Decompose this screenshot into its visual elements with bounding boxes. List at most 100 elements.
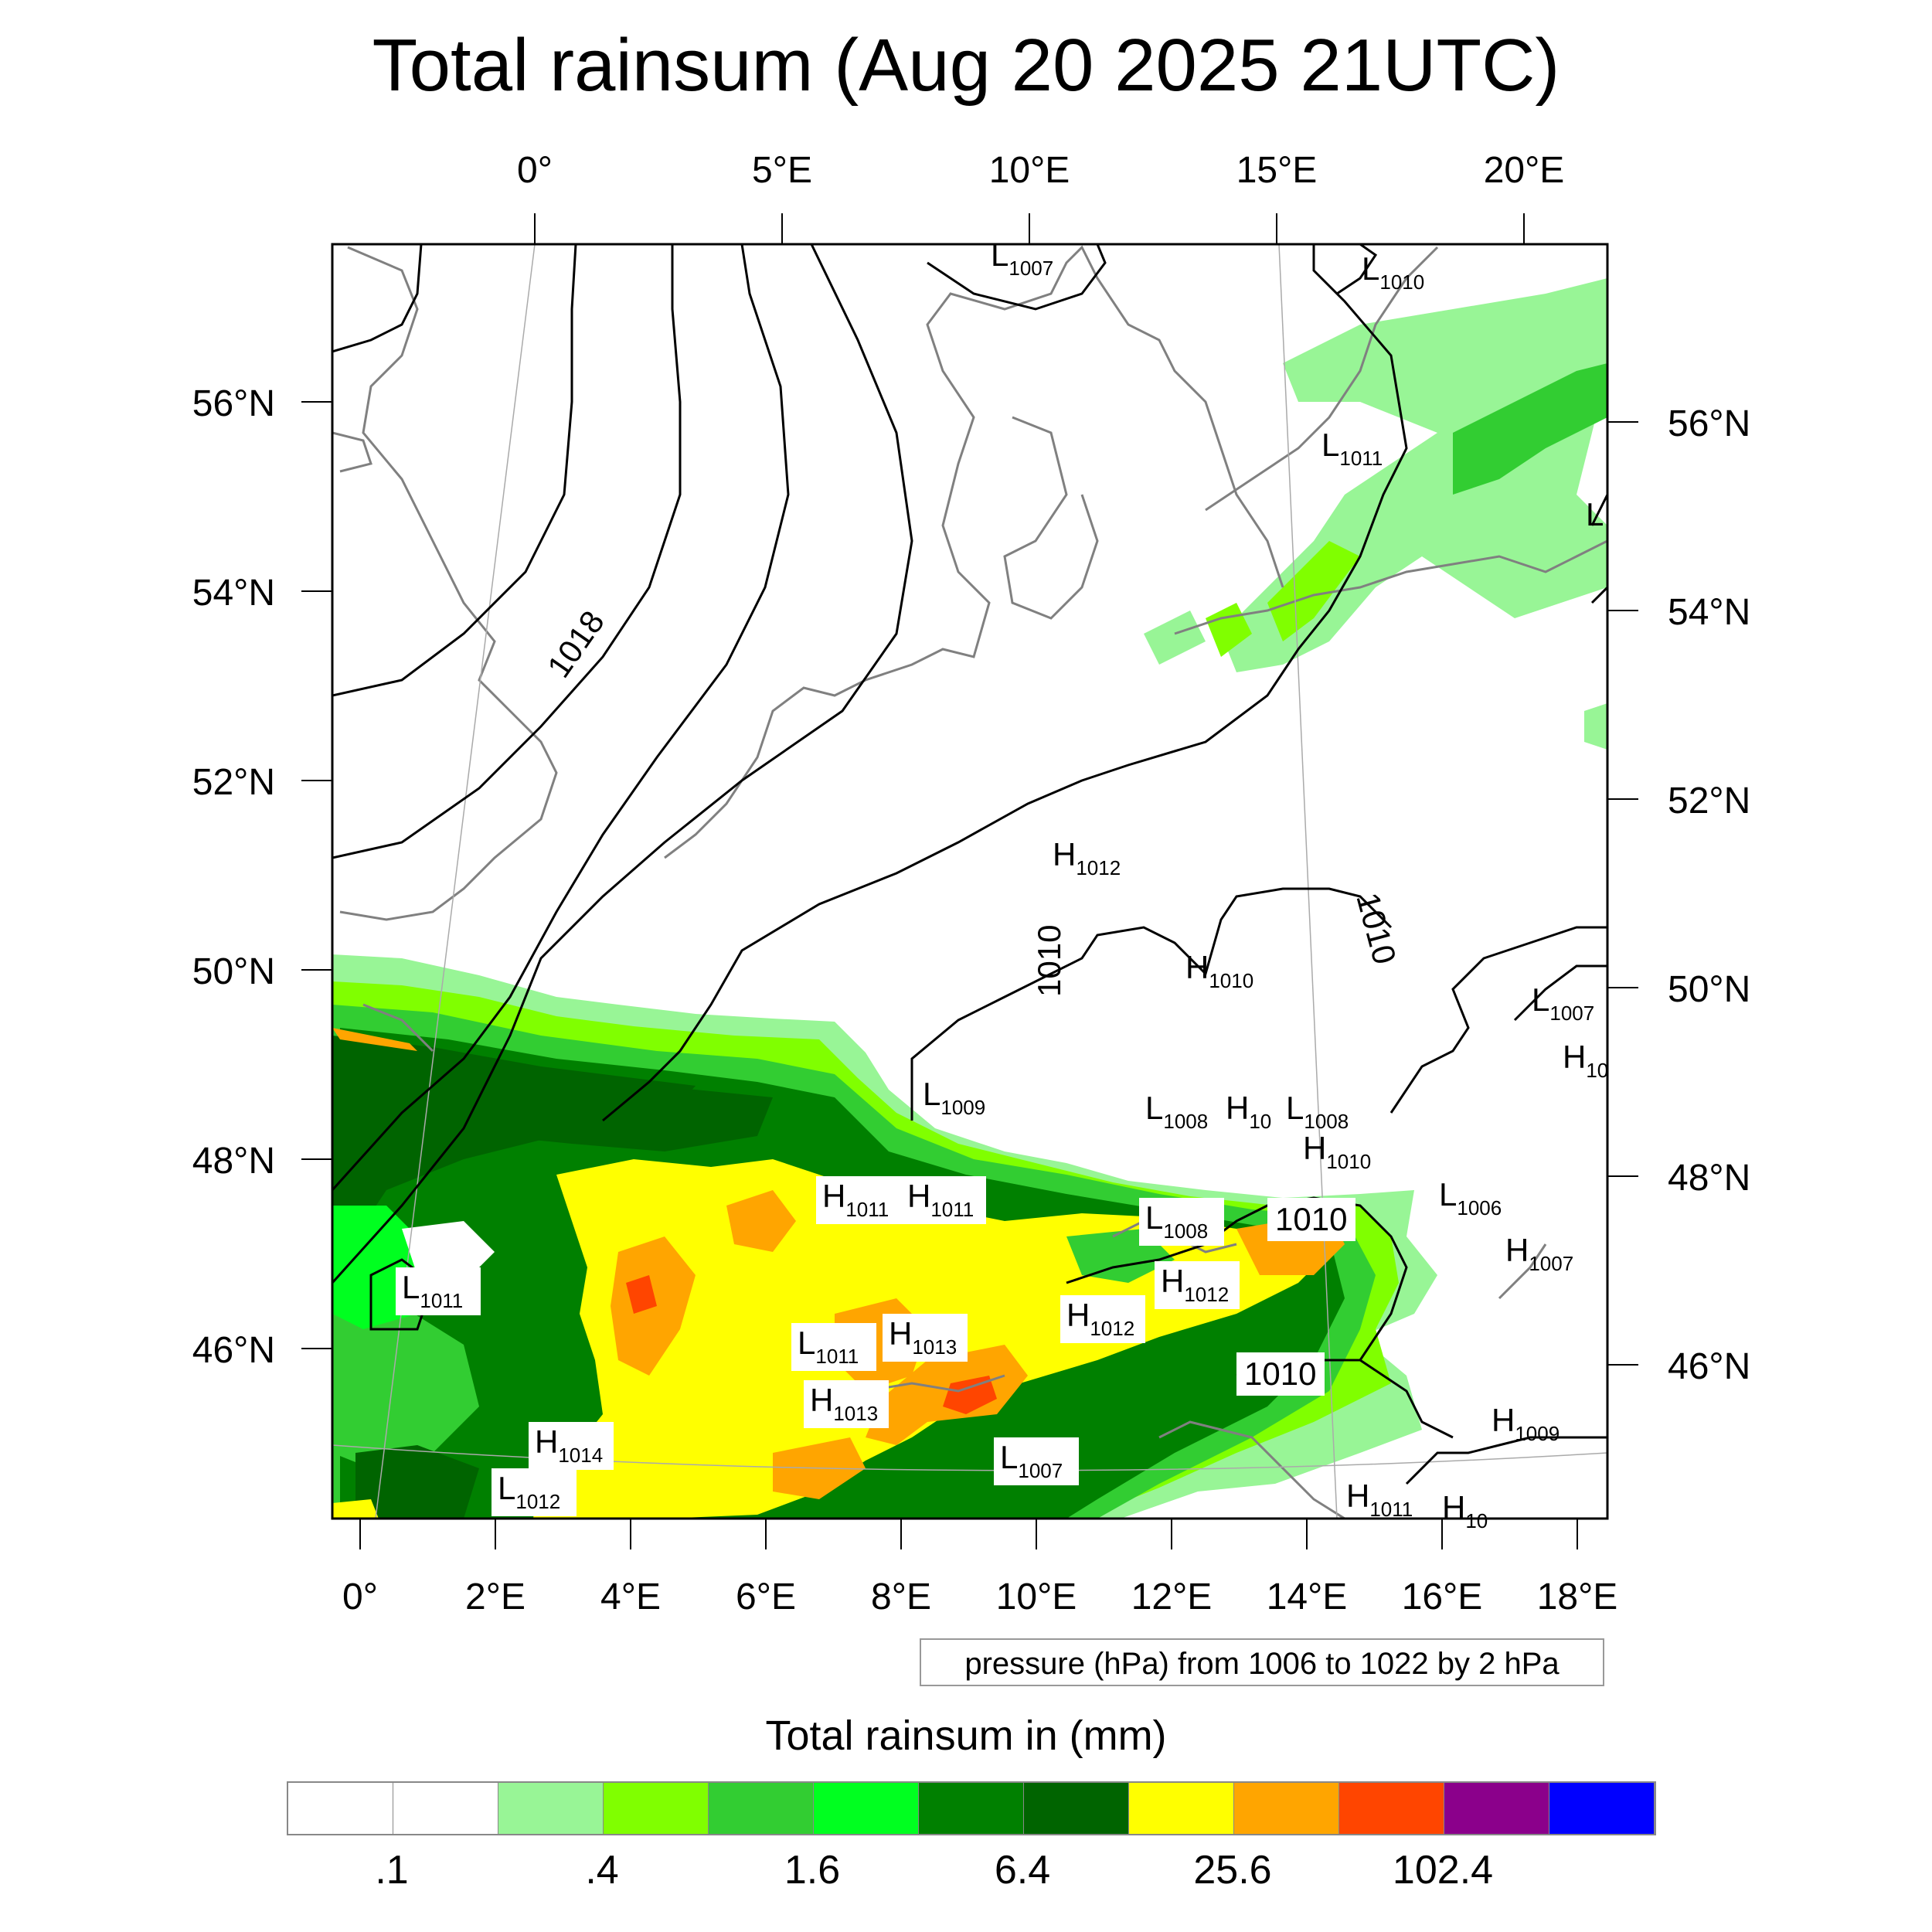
svg-text:L1007: L1007 [991,236,1053,280]
coastlines [332,245,1607,1519]
svg-text:H10: H10 [1563,1039,1608,1082]
lon-label: 0° [517,150,553,191]
colorbar-tick-label: .4 [585,1848,619,1893]
lat-label: 48°N [1668,1158,1750,1199]
lat-label: 56°N [1668,403,1750,444]
pressure-center-label: L1011 [791,1323,876,1371]
svg-text:L1009: L1009 [923,1076,985,1119]
lat-label: 50°N [192,951,275,992]
svg-text:L1011: L1011 [798,1325,859,1368]
pressure-center-label: H1009 [1492,1402,1560,1445]
pressure-center-label: H1012 [1155,1261,1240,1309]
bottom-lon-labels: 0° 2°E 4°E 6°E 8°E 10°E 12°E 14°E 16°E 1… [342,1577,1617,1617]
svg-text:L1011: L1011 [402,1269,463,1312]
colorbar [287,1781,1656,1835]
lat-label: 46°N [192,1330,275,1371]
colorbar-swatch [709,1783,814,1834]
svg-text:H10: H10 [1226,1090,1271,1133]
svg-text:L: L [1586,496,1604,532]
colorbar-tick-label: 1.6 [784,1848,841,1893]
svg-text:H1012: H1012 [1066,1297,1134,1340]
colorbar-swatch [1549,1783,1655,1834]
lon-label: 10°E [989,150,1070,191]
svg-text:H1014: H1014 [535,1423,603,1467]
colorbar-swatch [1024,1783,1129,1834]
isobar-label: 1010 [1275,1201,1347,1237]
colorbar-tick-label: 102.4 [1392,1848,1494,1893]
pressure-center-label: L1011 [1321,427,1383,470]
lon-label: 20°E [1484,150,1565,191]
colorbar-swatch [393,1783,498,1834]
lat-label: 48°N [192,1141,275,1182]
colorbar-swatch [1234,1783,1339,1834]
lon-label: 16°E [1402,1577,1483,1617]
colorbar-swatch [498,1783,604,1834]
pressure-center-label: H1013 [883,1314,968,1362]
pressure-center-label: H1011 [1346,1478,1413,1521]
colorbar-swatch [604,1783,709,1834]
svg-text:L1008: L1008 [1286,1090,1349,1133]
lon-label: 0° [342,1577,378,1617]
pressure-center-label: H1007 [1505,1232,1573,1275]
lon-label: 5°E [752,150,812,191]
pressure-center-label: H1012 [1060,1295,1145,1343]
pressure-center-label: L1006 [1439,1176,1502,1219]
precipitation-field [332,278,1607,1519]
contour-note: pressure (hPa) from 1006 to 1022 by 2 hP… [920,1638,1604,1686]
pressure-center-label: H1014 [529,1422,614,1470]
colorbar-swatch [1444,1783,1549,1834]
pressure-center-label: L1007 [994,1437,1079,1485]
isobar-label: 1018 [540,604,611,684]
svg-text:L1008: L1008 [1145,1199,1208,1243]
isobar-label: 1010 [1031,925,1067,997]
colorbar-swatch [1129,1783,1234,1834]
svg-text:L1006: L1006 [1439,1176,1502,1219]
top-lon-labels: 0° 5°E 10°E 15°E 20°E [517,150,1564,191]
svg-text:L1011: L1011 [1321,427,1383,470]
svg-text:H1007: H1007 [1505,1232,1573,1275]
pressure-center-label: L [1586,496,1604,532]
lon-label: 6°E [736,1577,796,1617]
right-lat-labels: 56°N 54°N 52°N 50°N 48°N 46°N [1668,403,1750,1387]
svg-text:H1012: H1012 [1161,1263,1229,1306]
pressure-center-label: L1011 [396,1267,481,1315]
pressure-center-label: L1010 [1362,250,1424,294]
svg-text:L1008: L1008 [1145,1090,1208,1133]
lat-label: 54°N [1668,592,1750,633]
svg-text:H1013: H1013 [810,1382,878,1425]
lon-label: 8°E [871,1577,931,1617]
pressure-center-label: H10 [1563,1039,1608,1082]
pressure-center-label: H10 [1226,1090,1271,1133]
lon-label: 2°E [465,1577,526,1617]
svg-text:L1010: L1010 [1362,250,1424,294]
pressure-center-label: H1010 [1185,949,1253,992]
lat-label: 52°N [192,762,275,803]
lon-label: 4°E [600,1577,661,1617]
lat-label: 46°N [1668,1346,1750,1387]
pressure-center-label: L1007 [1532,981,1594,1025]
pressure-center-label: L1008 [1139,1198,1224,1246]
svg-text:H1010: H1010 [1303,1130,1371,1173]
pressure-centers: L1007 L1010 L1011 L H1012 H1010 L1007 H10 L1009 L… [396,236,1608,1532]
svg-text:H1013: H1013 [889,1315,957,1359]
isobar-label: 1010 [1349,889,1403,968]
lat-label: 54°N [192,573,275,614]
pressure-center-label: L1008 [1286,1090,1349,1133]
pressure-center-label: L1012 [492,1468,577,1516]
colorbar-swatch [814,1783,919,1834]
svg-text:H1011: H1011 [822,1178,889,1221]
svg-text:L1007: L1007 [1532,981,1594,1025]
svg-text:H1011: H1011 [1346,1478,1413,1521]
svg-text:H10: H10 [1442,1489,1488,1532]
svg-text:H1012: H1012 [1053,836,1121,879]
svg-text:H1011: H1011 [907,1178,974,1221]
lon-label: 14°E [1267,1577,1348,1617]
lon-label: 15°E [1236,150,1318,191]
pressure-center-label: L1009 [923,1076,985,1119]
map-title: Total rainsum (Aug 20 2025 21UTC) [372,24,1560,107]
svg-text:H1010: H1010 [1185,949,1253,992]
svg-text:H1009: H1009 [1492,1402,1560,1445]
lat-label: 50°N [1668,969,1750,1010]
pressure-center-label: H1011 [816,1176,901,1224]
